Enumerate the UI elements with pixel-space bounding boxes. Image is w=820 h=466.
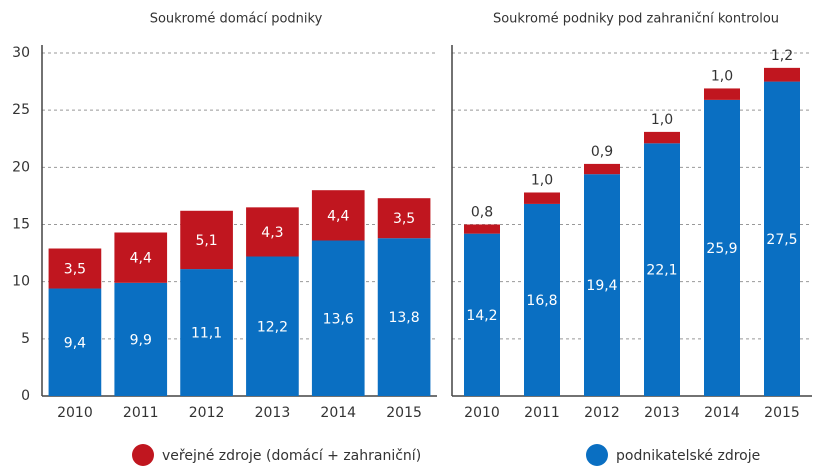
data-label: 3,5 bbox=[64, 262, 86, 278]
bar-segment bbox=[584, 163, 620, 175]
legend-swatch bbox=[586, 444, 608, 466]
data-label: 0,8 bbox=[471, 205, 493, 221]
bar-segment bbox=[764, 81, 800, 396]
data-label: 5,1 bbox=[195, 233, 217, 249]
bar-segment bbox=[524, 203, 560, 396]
legend-label: podnikatelské zdroje bbox=[616, 448, 760, 464]
x-tick-label: 2012 bbox=[584, 405, 620, 421]
bar-segment bbox=[48, 288, 102, 396]
x-tick-label: 2014 bbox=[704, 405, 740, 421]
y-tick-label: 30 bbox=[12, 45, 30, 61]
y-tick-label: 20 bbox=[12, 159, 30, 175]
bar-segment bbox=[246, 256, 299, 396]
x-tick-label: 2014 bbox=[320, 405, 356, 421]
data-label: 4,4 bbox=[130, 251, 152, 267]
chart-title: Soukromé domácí podniky bbox=[150, 12, 323, 27]
data-label: 3,5 bbox=[393, 211, 415, 227]
bar-segment bbox=[524, 192, 560, 204]
x-tick-label: 2015 bbox=[764, 405, 800, 421]
data-label: 0,9 bbox=[591, 144, 613, 160]
data-label: 4,3 bbox=[261, 225, 283, 241]
bar-segment bbox=[764, 67, 800, 82]
data-label: 1,2 bbox=[771, 48, 793, 64]
x-tick-label: 2010 bbox=[464, 405, 500, 421]
bar-segment bbox=[180, 210, 233, 270]
bar-segment bbox=[180, 269, 233, 396]
data-label: 12,2 bbox=[257, 319, 288, 335]
bar-segment bbox=[584, 174, 620, 396]
bar-segment bbox=[311, 190, 365, 241]
bar-segment bbox=[246, 207, 299, 257]
y-tick-label: 10 bbox=[12, 274, 30, 290]
bar-segment bbox=[377, 198, 431, 239]
legend-swatch bbox=[132, 444, 154, 466]
bar-segment bbox=[704, 99, 740, 397]
x-tick-label: 2012 bbox=[189, 405, 225, 421]
data-label: 1,0 bbox=[711, 68, 733, 84]
data-label: 4,4 bbox=[327, 208, 349, 224]
data-label: 19,4 bbox=[586, 278, 617, 294]
data-label: 22,1 bbox=[646, 263, 677, 279]
x-tick-label: 2011 bbox=[524, 405, 560, 421]
bar-segment bbox=[644, 143, 680, 396]
data-label: 27,5 bbox=[766, 232, 797, 248]
data-label: 13,6 bbox=[323, 311, 354, 327]
bar-segment bbox=[644, 131, 680, 144]
x-tick-label: 2013 bbox=[644, 405, 680, 421]
bar-segment bbox=[48, 248, 102, 289]
data-label: 11,1 bbox=[191, 326, 222, 342]
data-label: 9,4 bbox=[64, 335, 86, 351]
x-tick-label: 2011 bbox=[123, 405, 159, 421]
chart-title: Soukromé podniky pod zahraniční kontrolo… bbox=[493, 12, 779, 27]
data-label: 16,8 bbox=[526, 293, 557, 309]
y-tick-label: 0 bbox=[21, 388, 30, 404]
bar-segment bbox=[377, 238, 431, 396]
data-label: 1,0 bbox=[651, 112, 673, 128]
legend-label: veřejné zdroje (domácí + zahraniční) bbox=[162, 448, 421, 464]
bar-segment bbox=[311, 240, 365, 396]
data-label: 1,0 bbox=[531, 172, 553, 188]
data-label: 9,9 bbox=[130, 332, 152, 348]
data-label: 25,9 bbox=[706, 241, 737, 257]
bar-segment bbox=[114, 282, 168, 396]
bar-segment bbox=[114, 232, 168, 283]
data-label: 14,2 bbox=[466, 308, 497, 324]
x-tick-label: 2015 bbox=[386, 405, 422, 421]
bar-segment bbox=[464, 224, 500, 234]
y-tick-label: 25 bbox=[12, 102, 30, 118]
bar-segment bbox=[704, 88, 740, 100]
y-tick-label: 5 bbox=[21, 331, 30, 347]
x-tick-label: 2013 bbox=[255, 405, 291, 421]
bar-segment bbox=[464, 233, 500, 396]
y-tick-label: 15 bbox=[12, 217, 30, 233]
x-tick-label: 2010 bbox=[57, 405, 93, 421]
data-label: 13,8 bbox=[388, 310, 419, 326]
